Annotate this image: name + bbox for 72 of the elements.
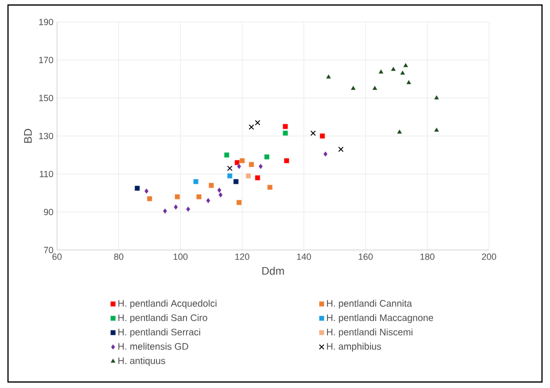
y-tick-label: 130: [39, 132, 54, 140]
point: [396, 129, 402, 134]
legend-label: H. pentlandi Acquedolci: [118, 300, 216, 309]
point: [434, 94, 440, 100]
y-tick-label: 190: [39, 18, 54, 26]
point: [196, 194, 202, 200]
legend-label: H. pentlandi Niscemi: [327, 328, 412, 338]
point: [193, 178, 199, 184]
point: [206, 198, 210, 204]
point: [372, 85, 378, 90]
point: [254, 175, 260, 181]
legend-label: H. pentlandi Cannita: [327, 300, 412, 309]
point: [400, 70, 406, 75]
point: [310, 130, 316, 136]
point: [227, 173, 233, 179]
point: [208, 182, 214, 188]
y-tick-label: 150: [39, 94, 54, 102]
x-tick-label: 120: [235, 254, 250, 260]
point: [338, 146, 344, 152]
point: [434, 127, 440, 132]
legend-label: H. pentlandi Serraci: [118, 328, 200, 338]
x-tick-label: 80: [114, 254, 124, 260]
point: [146, 196, 152, 202]
x-axis-title: Ddm: [262, 266, 284, 275]
x-tick-label: 160: [358, 254, 373, 260]
legend-label: H. pentlandi Maccagnone: [327, 314, 434, 323]
point: [323, 151, 328, 157]
point: [320, 133, 326, 139]
legend-label: H. melitensis GD: [118, 342, 188, 350]
y-axis-title: BD: [24, 128, 32, 143]
point: [406, 80, 412, 84]
point: [378, 69, 384, 74]
point: [162, 208, 168, 214]
x-tick-label: 200: [482, 254, 496, 260]
point: [284, 158, 290, 164]
point: [267, 184, 273, 190]
point: [174, 194, 180, 200]
point: [248, 124, 254, 130]
point: [217, 187, 222, 194]
point: [326, 74, 332, 79]
point: [174, 204, 178, 210]
point: [350, 85, 356, 90]
x-tick-label: 140: [297, 254, 311, 260]
point: [233, 178, 239, 184]
point: [282, 124, 288, 130]
x-tick-label: 180: [420, 254, 434, 260]
point: [134, 186, 140, 191]
legend-label: H. amphibius: [327, 342, 382, 352]
point: [236, 163, 242, 170]
y-tick-label: 90: [44, 208, 54, 216]
y-tick-label: 170: [39, 56, 54, 64]
point: [402, 62, 408, 68]
point: [282, 130, 288, 136]
point: [239, 158, 245, 164]
point: [390, 66, 396, 72]
point: [258, 163, 263, 170]
y-tick-label: 110: [40, 170, 54, 178]
point: [236, 200, 242, 206]
point: [144, 188, 149, 194]
point: [218, 192, 223, 198]
y-tick-label: 70: [44, 246, 54, 254]
x-tick-label: 60: [52, 254, 62, 260]
point: [246, 173, 252, 179]
legend-label: H. pentlandi San Ciro: [118, 314, 208, 323]
point: [224, 152, 230, 158]
point: [186, 206, 190, 212]
point: [227, 166, 233, 172]
point: [254, 120, 260, 126]
point: [264, 154, 270, 160]
point: [248, 162, 254, 168]
legend-label: H. antiquus: [118, 357, 166, 366]
x-tick-label: 100: [174, 254, 188, 260]
